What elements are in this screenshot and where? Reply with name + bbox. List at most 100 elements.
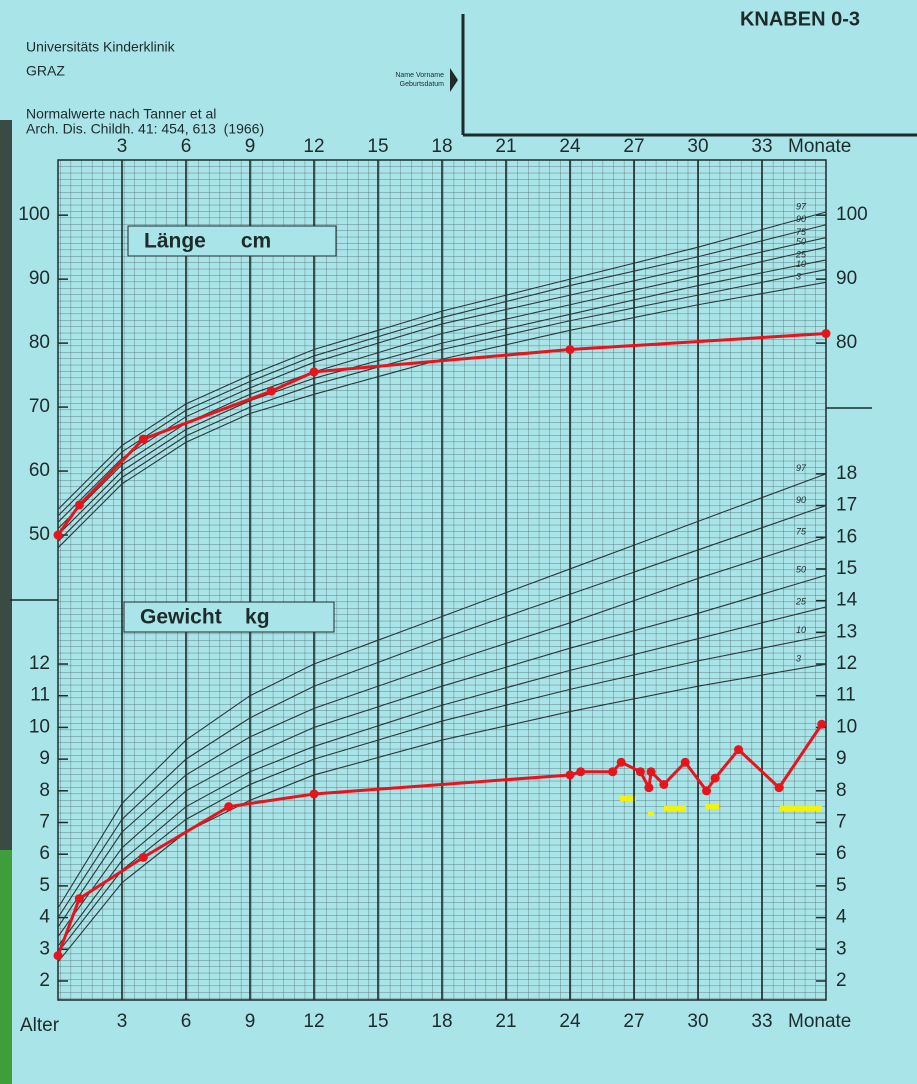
x-tick-label: 24: [559, 1011, 581, 1032]
patient-point: [636, 767, 645, 776]
percentile-label: 90: [796, 214, 806, 224]
citation: Arch. Dis. Childh. 41: 454, 613 (1966): [26, 121, 264, 137]
x-tick-label: 24: [559, 136, 581, 157]
x-tick-label: 9: [245, 136, 256, 157]
x-tick-label: 30: [687, 1011, 708, 1032]
patient-point: [817, 720, 826, 729]
x-tick-label: 21: [495, 1011, 516, 1032]
x-tick-label: 27: [623, 1011, 644, 1032]
patient-point: [647, 767, 656, 776]
patient-point: [139, 435, 148, 444]
patient-point: [702, 786, 711, 795]
y-tick-label: 70: [29, 396, 50, 417]
percentile-label: 50: [796, 237, 806, 247]
x-tick-label: 33: [751, 1011, 772, 1032]
percentile-label: 10: [796, 625, 806, 635]
x-tick-label: 3: [117, 136, 128, 157]
patient-point: [734, 745, 743, 754]
panel-title: Länge cm: [144, 230, 271, 253]
x-tick-label: 18: [431, 1011, 452, 1032]
y2-tick-label: 13: [836, 621, 857, 642]
patient-point: [711, 774, 720, 783]
birth-field: Geburtsdatum: [400, 81, 445, 88]
y-tick-label: 80: [29, 332, 50, 353]
y2-tick-label: 2: [836, 970, 847, 991]
patient-point: [617, 758, 626, 767]
y-tick-label: 7: [39, 812, 50, 833]
x-tick-label: 15: [367, 1011, 388, 1032]
y-tick-label: 10: [29, 716, 50, 737]
x-tick-label: 6: [181, 1011, 192, 1032]
x-tick-label: 12: [303, 1011, 324, 1032]
photo-edge: [0, 120, 12, 850]
y-tick-label: 2: [39, 970, 50, 991]
y-tick-label: 9: [39, 748, 50, 769]
x-tick-label: 12: [303, 136, 324, 157]
y-tick-label: 8: [39, 780, 50, 801]
y2-tick-label: 7: [836, 812, 847, 833]
percentile-label: 75: [796, 527, 807, 537]
patient-point: [54, 531, 63, 540]
patient-point: [139, 853, 148, 862]
percentile-label: 97: [796, 463, 807, 473]
percentile-label: 50: [796, 565, 806, 575]
patient-point: [54, 951, 63, 960]
growth-chart: Universitäts Kinderklinik GRAZ Normalwer…: [0, 0, 917, 1084]
name-field: Name Vorname: [395, 72, 444, 79]
patient-point: [644, 783, 653, 792]
y-tick-label: 100: [18, 204, 50, 225]
y2-tick-label: 80: [836, 332, 857, 353]
percentile-label: 25: [795, 596, 807, 606]
x-axis-label: Monate: [788, 136, 851, 157]
y2-tick-label: 10: [836, 716, 857, 737]
percentile-label: 10: [796, 259, 806, 269]
patient-point: [822, 329, 831, 338]
x-tick-label: 33: [751, 136, 772, 157]
y2-tick-label: 3: [836, 938, 847, 959]
panel-title: Gewicht kg: [140, 606, 270, 629]
patient-point: [310, 367, 319, 376]
y2-tick-label: 100: [836, 204, 868, 225]
percentile-label: 3: [796, 272, 801, 282]
y2-tick-label: 90: [836, 268, 857, 289]
patient-point: [75, 500, 84, 509]
y2-tick-label: 14: [836, 590, 858, 611]
y2-tick-label: 18: [836, 463, 857, 484]
patient-point: [681, 758, 690, 767]
patient-point: [566, 345, 575, 354]
y-tick-label: 60: [29, 460, 50, 481]
y2-tick-label: 9: [836, 748, 847, 769]
x-tick-label: 9: [245, 1011, 256, 1032]
y-tick-label: 6: [39, 843, 50, 864]
x-tick-label: 27: [623, 136, 644, 157]
y2-tick-label: 17: [836, 495, 857, 516]
patient-point: [566, 770, 575, 779]
patient-point: [659, 780, 668, 789]
y2-tick-label: 6: [836, 843, 847, 864]
form-title: KNABEN 0-3: [740, 8, 860, 30]
patient-point: [224, 802, 233, 811]
x-axis-start-label: Alter: [20, 1015, 60, 1036]
y-tick-label: 90: [29, 268, 50, 289]
x-tick-label: 3: [117, 1011, 128, 1032]
y-tick-label: 3: [39, 938, 50, 959]
y-tick-label: 4: [39, 907, 50, 928]
percentile-label: 97: [796, 201, 807, 211]
patient-point: [310, 789, 319, 798]
x-tick-label: 30: [687, 136, 708, 157]
y2-tick-label: 15: [836, 558, 857, 579]
y2-tick-label: 12: [836, 653, 857, 674]
y2-tick-label: 4: [836, 907, 847, 928]
patient-point: [775, 783, 784, 792]
x-axis-label: Monate: [788, 1011, 851, 1032]
y2-tick-label: 16: [836, 526, 857, 547]
x-tick-label: 21: [495, 136, 516, 157]
photo-edge: [0, 850, 12, 1084]
city: GRAZ: [26, 63, 65, 79]
percentile-label: 3: [796, 653, 801, 663]
y2-tick-label: 8: [836, 780, 847, 801]
y-tick-label: 11: [30, 685, 50, 706]
y-tick-label: 12: [29, 653, 50, 674]
y-tick-label: 5: [39, 875, 50, 896]
y-tick-label: 50: [29, 524, 50, 545]
